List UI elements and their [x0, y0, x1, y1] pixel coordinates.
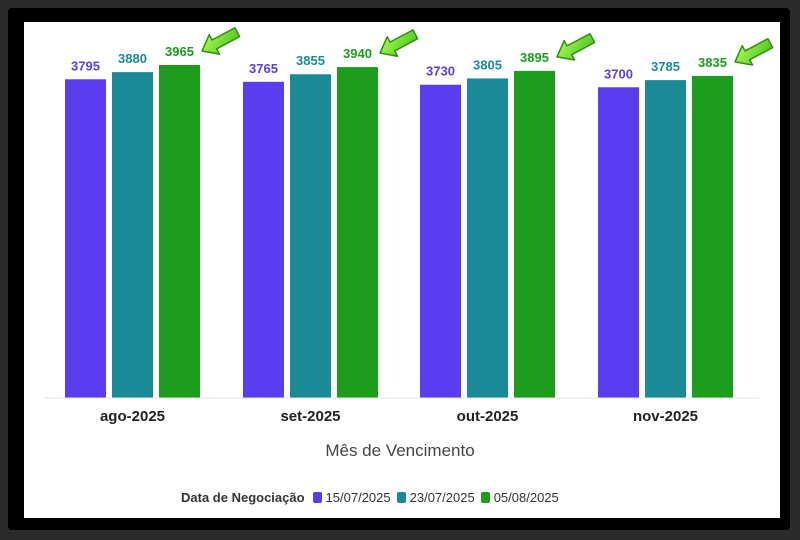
legend-swatch — [312, 491, 322, 503]
data-label: 3805 — [473, 57, 502, 72]
bar-set-2025-23/07/2025[interactable] — [290, 74, 331, 398]
data-label: 3765 — [249, 61, 278, 76]
data-label: 3700 — [604, 66, 633, 81]
legend: Data de Negociação 15/07/2025 23/07/2025 0… — [181, 488, 565, 506]
bar-out-2025-15/07/2025[interactable] — [420, 84, 461, 398]
legend-label: 23/07/2025 — [409, 489, 475, 505]
bar-set-2025-05/08/2025[interactable] — [337, 67, 378, 399]
data-label: 3855 — [296, 53, 325, 68]
screenshot-frame: 3795 3880 3965 3765 3855 3940 3730 3805 3895 3700… — [8, 8, 790, 530]
data-label: 3940 — [343, 46, 372, 61]
legend-item[interactable]: 05/08/2025 — [480, 489, 559, 505]
x-tick-label: ago-2025 — [100, 408, 165, 425]
data-label: 3785 — [651, 59, 680, 74]
bar-out-2025-05/08/2025[interactable] — [514, 70, 555, 398]
arrow-icon — [379, 29, 419, 57]
bar-chart: 3795 3880 3965 3765 3855 3940 3730 3805 3895 3700… — [44, 27, 774, 460]
legend-item[interactable]: 23/07/2025 — [396, 489, 475, 505]
legend-title: Data de Negociação — [181, 489, 305, 505]
bar-nov-2025-23/07/2025[interactable] — [645, 80, 686, 398]
data-label: 3965 — [165, 44, 194, 59]
chart-panel: 3795 3880 3965 3765 3855 3940 3730 3805 3895 3700… — [24, 22, 780, 518]
x-tick-label: set-2025 — [280, 408, 340, 425]
bar-set-2025-15/07/2025[interactable] — [243, 81, 284, 399]
x-axis-title: Mês de Vencimento — [325, 441, 474, 460]
arrow-icon — [201, 27, 241, 55]
legend-label: 05/08/2025 — [493, 489, 559, 505]
bar-nov-2025-05/08/2025[interactable] — [692, 75, 733, 398]
bar-ago-2025-05/08/2025[interactable] — [159, 65, 200, 398]
x-tick-label: nov-2025 — [633, 408, 698, 425]
legend-swatch — [396, 491, 406, 503]
data-label: 3880 — [118, 51, 147, 66]
legend-item[interactable]: 15/07/2025 — [312, 489, 391, 505]
data-label: 3835 — [698, 55, 727, 70]
data-label: 3730 — [426, 64, 455, 79]
bar-out-2025-23/07/2025[interactable] — [467, 78, 508, 399]
bar-ago-2025-15/07/2025[interactable] — [65, 79, 106, 398]
arrow-icon — [556, 32, 596, 61]
data-label: 3795 — [71, 58, 100, 73]
legend-swatch — [480, 491, 490, 503]
arrow-icon — [734, 37, 774, 66]
bar-ago-2025-23/07/2025[interactable] — [112, 72, 153, 398]
bar-nov-2025-15/07/2025[interactable] — [598, 87, 639, 399]
x-tick-label: out-2025 — [457, 408, 519, 425]
data-label: 3895 — [520, 50, 549, 65]
legend-label: 15/07/2025 — [325, 489, 391, 505]
